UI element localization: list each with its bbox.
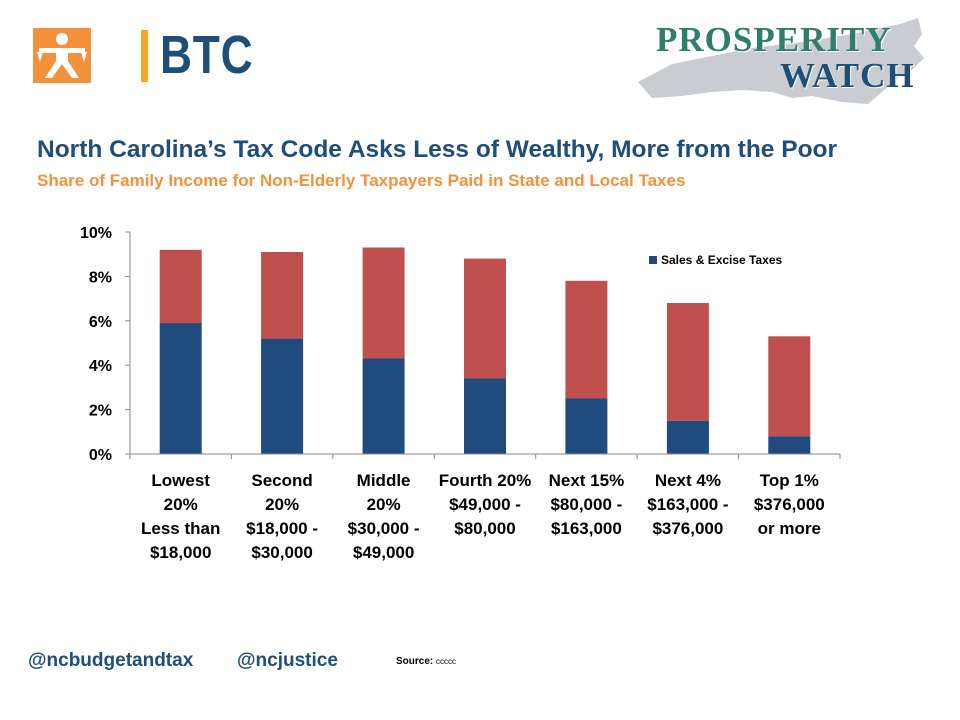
- x-category-label-line: or more: [758, 519, 821, 538]
- bar-segment-other-taxes-1: [261, 252, 304, 339]
- y-tick-label: 6%: [89, 314, 112, 331]
- x-category-label-line: $30,000: [251, 543, 312, 562]
- x-category-label-line: $30,000 -: [348, 519, 420, 538]
- x-category-label-line: $376,000: [652, 519, 723, 538]
- x-category-label-line: Less than: [141, 519, 220, 538]
- bar-segment-sales-excise-3: [464, 378, 506, 454]
- twitter-handle-ncjustice[interactable]: @ncjustice: [237, 650, 338, 671]
- x-category-label-line: $80,000 -: [550, 495, 622, 514]
- bar-segment-other-taxes-3: [464, 258, 506, 379]
- x-category-label-line: 20%: [265, 495, 299, 514]
- bar-segment-sales-excise-4: [565, 398, 608, 454]
- y-tick-label: 2%: [89, 403, 112, 420]
- x-category-label-line: Next 4%: [655, 471, 721, 490]
- btc-logo-text: BTC: [160, 25, 254, 85]
- x-category-label: Middle 20% $30,000 - $49,000: [348, 471, 420, 562]
- x-category-label-line: $163,000: [551, 519, 622, 538]
- x-category-label-line: $49,000: [353, 543, 414, 562]
- prosperity-watch-line2: WATCH: [780, 56, 915, 95]
- bars-group: [159, 247, 811, 454]
- y-ticks-group: 0% 2% 4% 6% 8% 10%: [80, 225, 130, 464]
- source-note: Source: ccccc: [396, 656, 456, 667]
- x-category-label: Second 20% $18,000 - $30,000: [246, 471, 318, 562]
- bar-segment-sales-excise-0: [159, 323, 202, 454]
- bar-segment-sales-excise-2: [362, 358, 405, 454]
- x-category-label: Top 1% $376,000 or more: [754, 471, 825, 538]
- twitter-handle-ncbudgetandtax[interactable]: @ncbudgetandtax: [28, 650, 194, 671]
- x-category-label-line: $18,000 -: [246, 519, 318, 538]
- btc-divider: [141, 30, 148, 82]
- x-category-label-line: Lowest: [151, 471, 210, 490]
- bar-segment-other-taxes-2: [362, 247, 405, 359]
- x-category-label-line: Middle: [357, 471, 411, 490]
- prosperity-watch-line1: PROSPERITY: [656, 20, 892, 59]
- y-tick-label: 10%: [80, 225, 112, 242]
- x-category-label-line: Next 15%: [549, 471, 625, 490]
- x-category-label-line: 20%: [164, 495, 198, 514]
- x-category-label-line: $376,000: [754, 495, 825, 514]
- legend-label: Sales & Excise Taxes: [661, 253, 783, 267]
- x-category-label: Fourth 20% $49,000 - $80,000: [439, 471, 532, 538]
- chart-title: North Carolina’s Tax Code Asks Less of W…: [37, 136, 838, 163]
- x-category-label: Next 4% $163,000 - $376,000: [647, 471, 728, 538]
- bar-segment-sales-excise-5: [666, 420, 709, 454]
- btc-figure-icon: [33, 28, 91, 83]
- legend-swatch: [649, 256, 657, 264]
- prosperity-watch-logo: PROSPERITY WATCH: [632, 12, 932, 110]
- x-category-label: Next 15% $80,000 - $163,000: [549, 471, 625, 538]
- y-tick-label: 0%: [89, 447, 112, 464]
- x-category-label-line: $80,000: [454, 519, 515, 538]
- y-tick-label: 4%: [89, 358, 112, 375]
- bar-segment-sales-excise-1: [261, 338, 304, 454]
- bar-segment-other-taxes-5: [666, 303, 709, 421]
- x-category-label-line: Second: [251, 471, 312, 490]
- legend: Sales & Excise Taxes: [649, 253, 783, 267]
- source-label: Source:: [396, 656, 434, 667]
- x-category-label-line: $163,000 -: [647, 495, 728, 514]
- bar-segment-other-taxes-4: [565, 280, 608, 399]
- x-labels-group: Lowest 20% Less than $18,000 Second 20% $18,00…: [129, 454, 841, 562]
- x-category-label-line: $18,000: [150, 543, 211, 562]
- x-category-label-line: 20%: [367, 495, 401, 514]
- x-category-label-line: $49,000 -: [449, 495, 521, 514]
- y-tick-label: 8%: [89, 269, 112, 286]
- chart-subtitle: Share of Family Income for Non-Elderly T…: [37, 171, 686, 190]
- north-carolina-map-icon: [638, 18, 924, 104]
- source-value: ccccc: [436, 657, 457, 666]
- bar-segment-other-taxes-6: [768, 336, 811, 437]
- bar-segment-other-taxes-0: [159, 249, 202, 324]
- x-category-label: Lowest 20% Less than $18,000: [141, 471, 220, 562]
- axes-group: [129, 232, 840, 455]
- x-category-label-line: Fourth 20%: [439, 471, 532, 490]
- x-category-label-line: Top 1%: [760, 471, 819, 490]
- bar-segment-sales-excise-6: [768, 436, 811, 454]
